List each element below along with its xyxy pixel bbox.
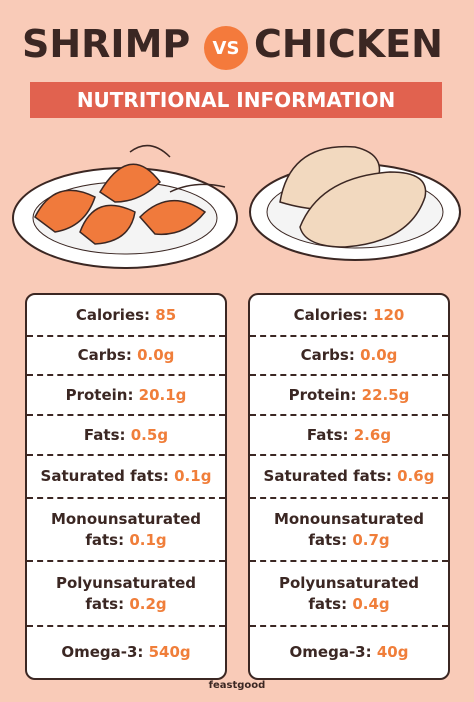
nutrient-value: 0.7g [352, 530, 390, 549]
nutrient-label: Omega-3: [61, 643, 144, 661]
nutrient-value: 20.1g [138, 385, 187, 404]
nutrient-text: Polyunsaturated fats: 0.4g [260, 573, 438, 615]
nutrient-value: 0.2g [129, 594, 167, 613]
nutrient-label: Protein: [288, 385, 357, 404]
title-right: CHICKEN [254, 22, 443, 66]
nutrient-row: Omega-3: 40g [250, 625, 448, 678]
nutrient-value: 120 [373, 305, 405, 324]
nutrient-text: Omega-3: 540g [61, 642, 190, 663]
nutrient-label: Calories: [293, 305, 368, 324]
nutrient-text: Carbs: 0.0g [301, 345, 398, 366]
nutrient-row: Monounsaturated fats: 0.7g [250, 497, 448, 560]
nutrient-row: Protein: 20.1g [27, 374, 225, 414]
nutrient-text: Omega-3: 40g [290, 642, 409, 663]
nutrient-text: Saturated fats: 0.1g [41, 466, 212, 487]
illustration [12, 144, 461, 269]
nutrient-text: Fats: 0.5g [84, 425, 168, 446]
nutrient-text: Fats: 2.6g [307, 425, 391, 446]
nutrient-text: Polyunsaturated fats: 0.2g [37, 573, 215, 615]
shrimp [34, 144, 226, 245]
nutrient-text: Monounsaturated fats: 0.7g [260, 509, 438, 551]
nutrient-text: Protein: 22.5g [289, 385, 410, 406]
nutrient-label: Calories: [75, 305, 151, 324]
nutrient-row: Calories: 120 [250, 295, 448, 335]
nutrient-row: Protein: 22.5g [250, 374, 448, 414]
nutrient-label: Saturated fats: [263, 467, 392, 485]
nutrient-text: Calories: 85 [76, 305, 176, 326]
nutrient-value: 0.0g [137, 346, 175, 364]
nutrient-value: 40g [376, 643, 409, 661]
nutrient-row: Fats: 0.5g [27, 414, 225, 454]
banner: NUTRITIONAL INFORMATION [30, 82, 442, 118]
nutrient-label: Saturated fats: [40, 467, 169, 485]
nutrient-label: Polyunsaturated fats: [278, 573, 420, 613]
nutrient-label: Fats: [83, 425, 126, 444]
nutrient-text: Calories: 120 [294, 305, 405, 326]
nutrient-row: Saturated fats: 0.1g [27, 454, 225, 497]
nutrient-value: 0.0g [360, 346, 398, 364]
nutrient-label: Omega-3: [289, 643, 372, 661]
nutrient-row: Fats: 2.6g [250, 414, 448, 454]
nutrient-label: Carbs: [77, 346, 132, 364]
vs-badge: VS [204, 26, 248, 70]
nutrient-label: Fats: [306, 425, 349, 444]
nutrient-text: Saturated fats: 0.6g [264, 466, 435, 487]
nutrient-value: 22.5g [361, 385, 410, 404]
nutrient-label: Polyunsaturated fats: [55, 573, 197, 613]
nutrient-row: Carbs: 0.0g [250, 335, 448, 374]
nutrient-row: Calories: 85 [27, 295, 225, 335]
nutrient-value: 0.4g [352, 594, 390, 613]
nutrient-label: Monounsaturated fats: [50, 509, 202, 549]
nutrient-row: Polyunsaturated fats: 0.2g [27, 560, 225, 625]
nutrient-label: Monounsaturated fats: [273, 509, 425, 549]
nutrient-row: Monounsaturated fats: 0.1g [27, 497, 225, 560]
nutrient-value: 2.6g [353, 425, 392, 444]
nutrient-row: Polyunsaturated fats: 0.4g [250, 560, 448, 625]
nutrient-text: Monounsaturated fats: 0.1g [37, 509, 215, 551]
nutrient-value: 0.1g [129, 530, 167, 549]
title-left: SHRIMP [22, 22, 191, 66]
nutrient-row: Saturated fats: 0.6g [250, 454, 448, 497]
nutrient-text: Protein: 20.1g [66, 385, 187, 406]
nutrient-value: 85 [155, 305, 177, 324]
nutrient-label: Protein: [65, 385, 134, 404]
nutrient-value: 0.6g [397, 467, 435, 485]
nutrient-text: Carbs: 0.0g [78, 345, 175, 366]
card: Calories: 120 Carbs: 0.0g Protein: 22.5g Fa… [248, 293, 450, 680]
nutrient-row: Omega-3: 540g [27, 625, 225, 678]
nutrient-row: Carbs: 0.0g [27, 335, 225, 374]
card: Calories: 85 Carbs: 0.0g Protein: 20.1g Fat… [25, 293, 227, 680]
nutrient-value: 540g [148, 643, 191, 661]
nutrient-value: 0.1g [174, 467, 212, 485]
chicken [279, 145, 427, 248]
nutrient-value: 0.5g [130, 425, 169, 444]
footer: feastgood [208, 680, 266, 691]
nutrient-label: Carbs: [300, 346, 355, 364]
